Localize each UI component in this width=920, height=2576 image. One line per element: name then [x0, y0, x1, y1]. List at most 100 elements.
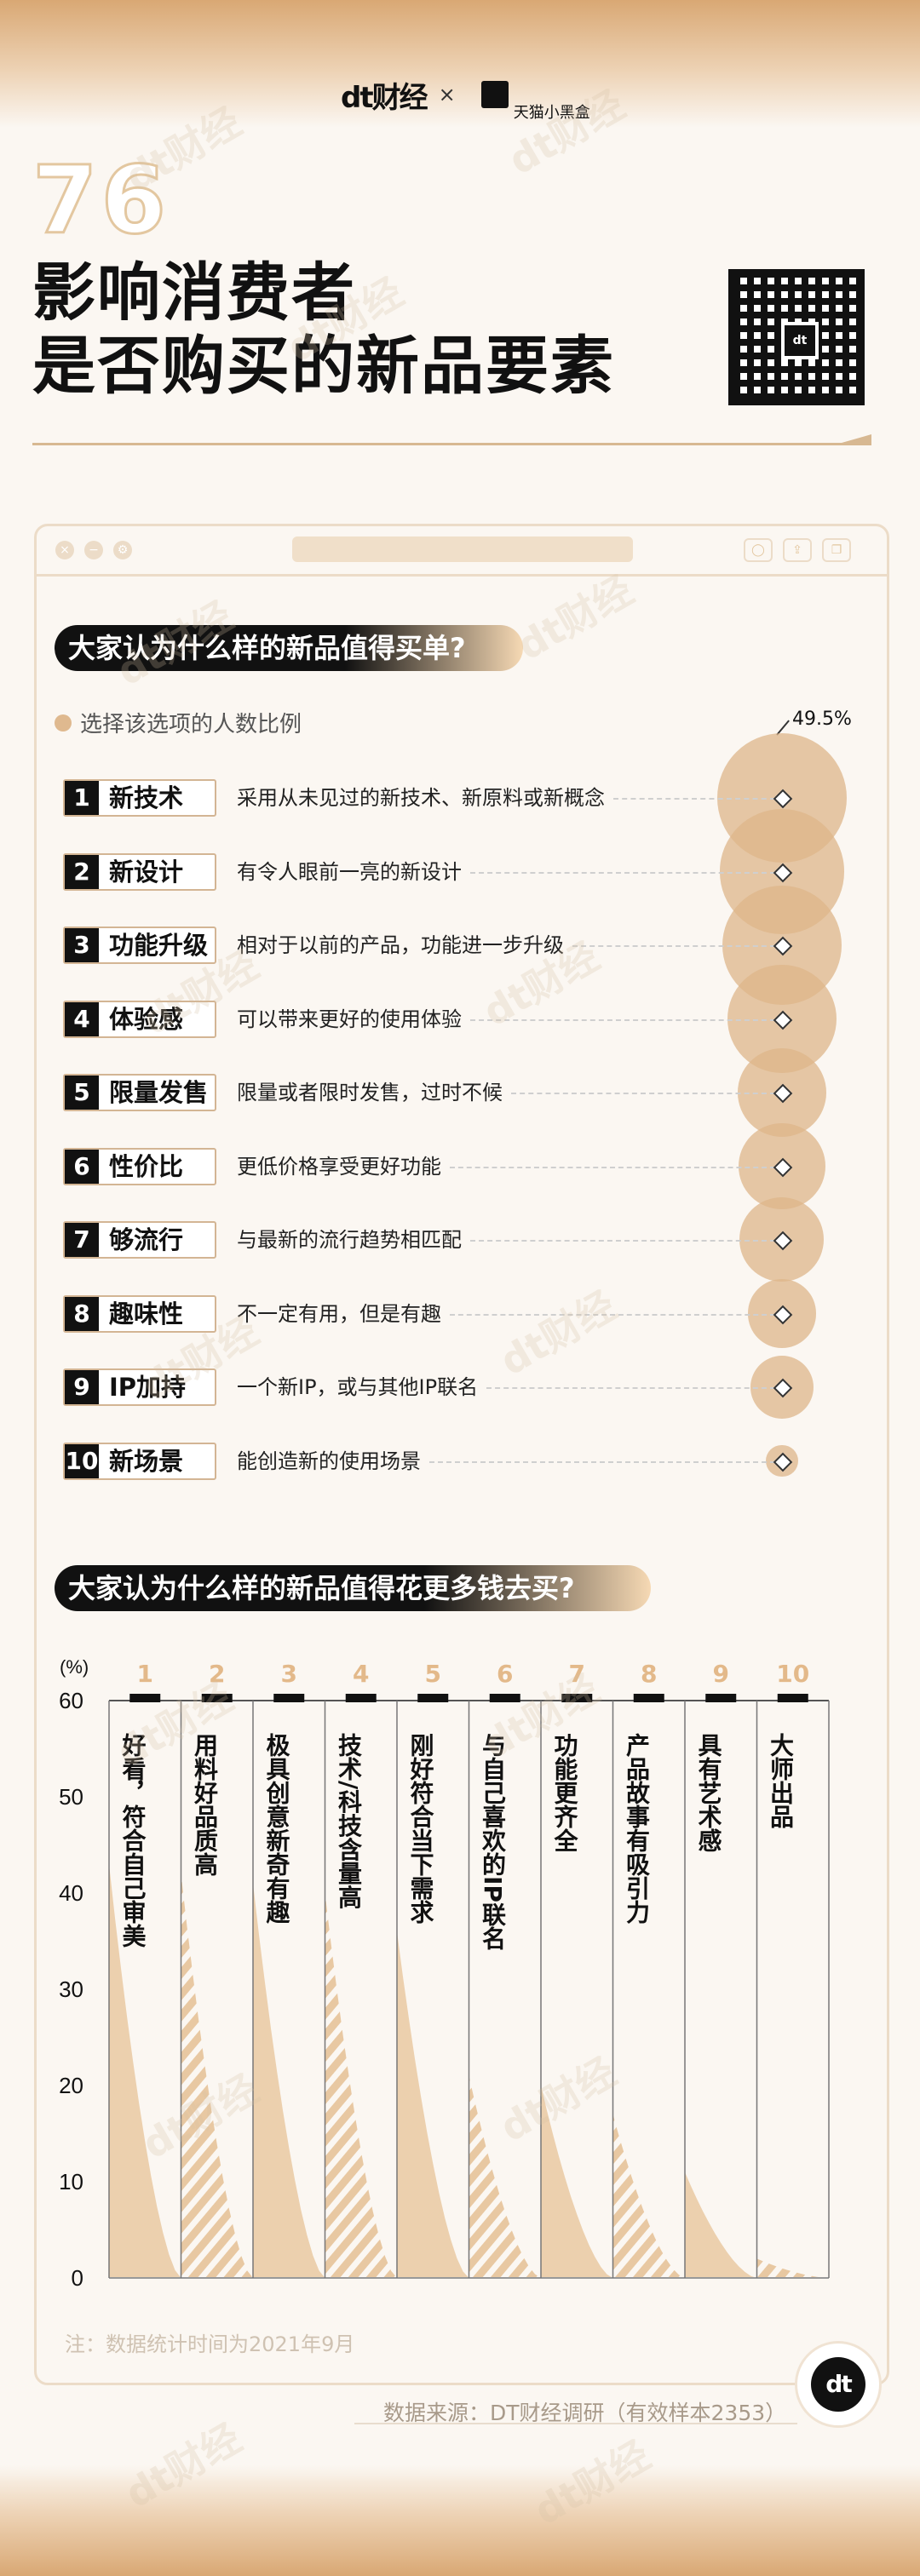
- rank-marker-4: [345, 1694, 377, 1702]
- item-rank: 1: [65, 781, 99, 815]
- dt-finance-logo: dt财经: [341, 80, 428, 115]
- section2-heading: 大家认为什么样的新品值得花更多钱去买?: [55, 1565, 651, 1611]
- y-tick-label: 40: [59, 1880, 83, 1906]
- rank-label-4: 4: [353, 1660, 369, 1688]
- item-rank: 8: [65, 1296, 99, 1331]
- leader-line: [511, 1093, 775, 1094]
- dt-logo-text: dt: [811, 2357, 865, 2412]
- leader-line: [470, 1240, 775, 1242]
- title-line-2: 是否购买的新品要素: [32, 329, 615, 403]
- tmall-brand-label: 天猫小黑盒: [513, 104, 590, 122]
- area-5: [397, 1931, 469, 2278]
- page-title: 影响消费者 是否购买的新品要素: [32, 256, 615, 404]
- divider-arrow-tip: [842, 434, 871, 443]
- item-desc: 采用从未见过的新技术、新原料或新概念: [237, 786, 605, 810]
- item-desc: 有令人眼前一亮的新设计: [237, 859, 462, 884]
- share-icon[interactable]: ⇪: [783, 538, 812, 562]
- bubble-legend: 选择该选项的人数比例: [55, 707, 302, 738]
- area-3: [253, 1883, 325, 2278]
- area-7: [541, 2085, 613, 2278]
- rank-label-3: 3: [281, 1660, 297, 1688]
- item-tag: 1 新技术: [63, 779, 216, 817]
- title-divider: [32, 443, 871, 445]
- rank-marker-6: [489, 1694, 520, 1702]
- item-desc: 限量或者限时发售，过时不候: [237, 1081, 503, 1104]
- qr-logo-icon: dt: [781, 322, 819, 359]
- category-label-7: 功能更齐全: [551, 1733, 579, 1852]
- close-icon[interactable]: ×: [55, 541, 74, 559]
- rank-label-7: 7: [569, 1660, 585, 1688]
- item-desc: 与最新的流行趋势相匹配: [237, 1228, 462, 1252]
- section1-heading: 大家认为什么样的新品值得买单?: [55, 625, 523, 671]
- rank-label-1: 1: [137, 1660, 153, 1688]
- item-tag: 7 够流行: [63, 1221, 216, 1259]
- item-tag: 6 性价比: [63, 1147, 216, 1185]
- rank-marker-3: [273, 1694, 305, 1702]
- rank-marker-1: [129, 1694, 161, 1702]
- item-tag: 2 新设计: [63, 852, 216, 891]
- rank-marker-8: [633, 1694, 664, 1702]
- window-icon[interactable]: ◯: [744, 538, 773, 562]
- leader-line: [450, 1166, 775, 1168]
- rank-marker-10: [777, 1694, 808, 1702]
- qr-code[interactable]: dt: [728, 269, 865, 405]
- item-tag: 5 限量发售: [63, 1074, 216, 1111]
- y-tick-label: 20: [59, 2073, 83, 2098]
- source-underline: [354, 2423, 797, 2424]
- item-rank: 6: [65, 1149, 99, 1184]
- rank-marker-7: [561, 1694, 593, 1702]
- area-9: [685, 2172, 757, 2278]
- area-10: [756, 2258, 829, 2278]
- dt-badge-logo[interactable]: dt: [797, 2344, 879, 2425]
- category-label-1: 好看，符合自己审美: [119, 1733, 147, 1948]
- category-label-6: 与自己喜欢的IP联名: [479, 1733, 507, 1950]
- item-rank: 2: [65, 854, 99, 889]
- y-tick-label: 0: [72, 2265, 83, 2291]
- bottom-gradient-band: [0, 2465, 920, 2576]
- minimize-icon[interactable]: −: [84, 541, 103, 559]
- item-tag: 4 体验感: [63, 1000, 216, 1038]
- window-title-bar: × − ⚙ ◯ ⇪ ❐: [37, 526, 887, 577]
- data-source: 数据来源：DT财经调研（有效样本2353）: [383, 2401, 787, 2425]
- item-desc: 能创造新的使用场景: [237, 1449, 421, 1473]
- item-label: 限量发售: [109, 1078, 209, 1107]
- leader-line: [486, 1387, 775, 1389]
- item-rank: 4: [65, 1001, 99, 1036]
- copy-icon[interactable]: ❐: [822, 538, 851, 562]
- area-4: [325, 1893, 397, 2278]
- item-rank: 5: [65, 1076, 99, 1110]
- item-desc: 不一定有用，但是有趣: [237, 1301, 441, 1326]
- rank-label-6: 6: [497, 1660, 513, 1688]
- area-1: [109, 1864, 181, 2278]
- item-label: IP加持: [109, 1373, 187, 1402]
- item-label: 够流行: [109, 1225, 184, 1254]
- item-desc: 相对于以前的产品，功能进一步升级: [237, 933, 564, 957]
- top-gradient-band: [0, 0, 920, 128]
- item-rank: 3: [65, 928, 99, 962]
- footnote: 注：数据统计时间为2021年9月: [65, 2332, 355, 2356]
- title-line-1: 影响消费者: [32, 256, 356, 330]
- rank-marker-9: [705, 1694, 737, 1702]
- area-2: [181, 1873, 253, 2278]
- item-label: 趣味性: [109, 1299, 184, 1328]
- item-tag: 9 IP加持: [63, 1368, 216, 1406]
- item-rank: 7: [65, 1223, 99, 1257]
- rank-marker-2: [201, 1694, 233, 1702]
- rank-marker-5: [417, 1694, 449, 1702]
- top-value-label: 49.5%: [792, 709, 852, 730]
- item-label: 新场景: [109, 1446, 184, 1476]
- category-label-3: 极具创意新奇有趣: [263, 1733, 291, 1925]
- address-bar[interactable]: [292, 536, 633, 562]
- item-rank: 9: [65, 1370, 99, 1404]
- category-label-10: 大师出品: [767, 1733, 795, 1828]
- item-desc: 更低价格享受更好功能: [237, 1154, 441, 1179]
- leader-line: [613, 798, 775, 800]
- item-rank: 10: [65, 1443, 99, 1478]
- item-label: 新技术: [109, 783, 184, 812]
- y-tick-label: 10: [59, 2169, 83, 2194]
- settings-icon[interactable]: ⚙: [113, 541, 132, 559]
- item-desc: 一个新IP，或与其他IP联名: [237, 1375, 479, 1399]
- category-label-2: 用料好品质高: [191, 1733, 219, 1876]
- rank-label-2: 2: [209, 1660, 225, 1688]
- item-label: 性价比: [109, 1151, 184, 1181]
